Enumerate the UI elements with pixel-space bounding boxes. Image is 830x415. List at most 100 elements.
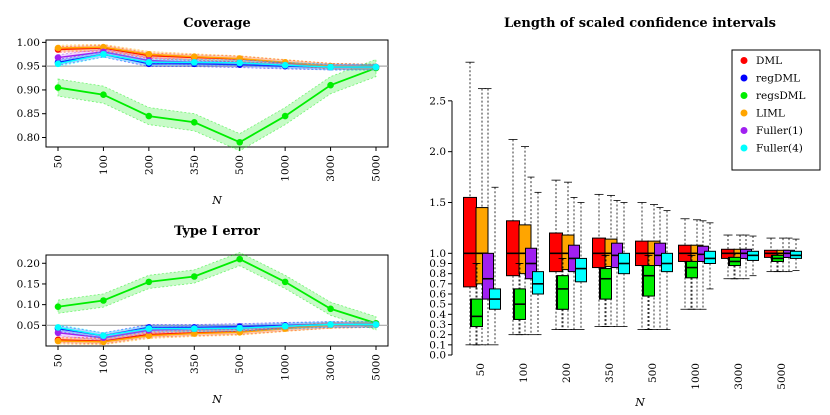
data-point bbox=[281, 322, 289, 330]
y-tick-label: 0.85 bbox=[17, 108, 40, 120]
box bbox=[661, 252, 673, 273]
box bbox=[557, 275, 569, 310]
x-tick-label: 3000 bbox=[325, 354, 337, 381]
data-point bbox=[54, 60, 62, 68]
legend-label: regsDML bbox=[756, 90, 806, 102]
y-tick-label: 0.20 bbox=[17, 258, 40, 270]
x-tick-label: 200 bbox=[561, 363, 573, 383]
series-line bbox=[57, 53, 376, 68]
y-tick-label: 2.0 bbox=[429, 146, 446, 158]
series-line bbox=[57, 323, 377, 343]
x-tick-label: 50 bbox=[53, 155, 65, 168]
data-point bbox=[54, 337, 62, 345]
confidence-band bbox=[57, 58, 377, 152]
data-point bbox=[236, 59, 244, 67]
y-tick-label: 1.00 bbox=[17, 37, 40, 49]
data-point bbox=[281, 112, 289, 120]
legend-marker bbox=[740, 109, 748, 117]
y-tick-label: 0.7 bbox=[429, 278, 446, 290]
data-point bbox=[54, 324, 62, 331]
x-tick-label: 350 bbox=[189, 155, 201, 175]
box bbox=[532, 271, 544, 295]
y-tick-label: 1.0 bbox=[429, 248, 446, 260]
series-line bbox=[57, 46, 377, 68]
panel-title: Length of scaled confidence intervals bbox=[504, 16, 776, 31]
x-tick-label: 3000 bbox=[325, 155, 337, 182]
x-tick-label: 500 bbox=[234, 354, 246, 374]
data-point bbox=[327, 81, 334, 89]
x-tick-label: 5000 bbox=[371, 155, 383, 182]
data-point bbox=[190, 53, 198, 60]
legend-label: regDML bbox=[756, 73, 800, 85]
data-point bbox=[145, 50, 153, 58]
y-tick-label: 0.3 bbox=[429, 319, 446, 331]
legend-label: LIML bbox=[756, 108, 785, 120]
y-tick-label: 0.80 bbox=[17, 132, 40, 144]
x-tick-label: 5000 bbox=[776, 363, 788, 390]
legend-marker bbox=[740, 127, 748, 134]
y-tick-label: 0.8 bbox=[429, 268, 446, 280]
series-line bbox=[57, 67, 377, 144]
panel-title: Coverage bbox=[183, 16, 250, 31]
x-tick-label: 50 bbox=[53, 354, 65, 367]
plot-frame bbox=[45, 254, 389, 347]
legend-marker bbox=[740, 74, 748, 82]
y-tick-label: 0.5 bbox=[429, 299, 446, 311]
data-point bbox=[190, 59, 198, 66]
legend-marker bbox=[740, 144, 748, 152]
x-tick-label: 100 bbox=[98, 155, 110, 175]
box bbox=[482, 252, 494, 300]
data-point bbox=[190, 273, 198, 280]
y-tick-label: 0.1 bbox=[429, 339, 446, 351]
data-point bbox=[145, 325, 153, 332]
data-point bbox=[327, 305, 334, 313]
data-point bbox=[100, 43, 107, 51]
data-point bbox=[190, 325, 198, 332]
data-point bbox=[54, 54, 62, 61]
data-point bbox=[100, 297, 107, 304]
x-tick-label: 200 bbox=[143, 155, 155, 175]
y-tick-label: 0.9 bbox=[429, 258, 446, 270]
data-point bbox=[236, 324, 244, 332]
box bbox=[463, 196, 477, 288]
panel-title: Type I error bbox=[174, 224, 260, 239]
box bbox=[506, 220, 520, 277]
y-tick-label: 0.10 bbox=[17, 299, 40, 311]
x-tick-label: 1000 bbox=[280, 354, 292, 381]
data-point bbox=[281, 278, 289, 286]
box bbox=[686, 260, 698, 279]
confidence-band bbox=[57, 252, 377, 331]
y-tick-label: 2.5 bbox=[429, 95, 446, 107]
y-tick-label: 0.95 bbox=[17, 61, 40, 73]
data-point bbox=[372, 321, 380, 328]
y-tick-label: 1.5 bbox=[429, 197, 446, 209]
data-point bbox=[190, 118, 198, 126]
legend-label: Fuller(1) bbox=[756, 125, 803, 137]
y-tick-label: 0.90 bbox=[17, 84, 40, 96]
y-tick-label: 0.2 bbox=[429, 329, 446, 341]
data-point bbox=[54, 329, 62, 337]
x-tick-label: 500 bbox=[234, 155, 246, 175]
plot-frame bbox=[45, 39, 389, 148]
x-tick-label: 200 bbox=[143, 354, 155, 374]
box bbox=[600, 268, 612, 300]
data-point bbox=[236, 138, 244, 146]
data-point bbox=[372, 63, 380, 71]
y-tick-label: 0.0 bbox=[429, 350, 446, 362]
series-line bbox=[57, 258, 377, 325]
x-axis-label: N bbox=[634, 396, 645, 409]
box bbox=[549, 232, 563, 273]
box bbox=[575, 257, 587, 283]
data-point bbox=[145, 278, 153, 286]
data-point bbox=[100, 332, 107, 339]
series-line bbox=[57, 323, 376, 337]
x-tick-label: 50 bbox=[475, 363, 487, 376]
x-tick-label: 1000 bbox=[280, 155, 292, 182]
data-point bbox=[236, 255, 244, 263]
x-tick-label: 100 bbox=[518, 363, 530, 383]
x-tick-label: 500 bbox=[647, 363, 659, 383]
x-tick-label: 5000 bbox=[371, 354, 383, 381]
legend-marker bbox=[740, 57, 748, 64]
box bbox=[704, 250, 716, 265]
